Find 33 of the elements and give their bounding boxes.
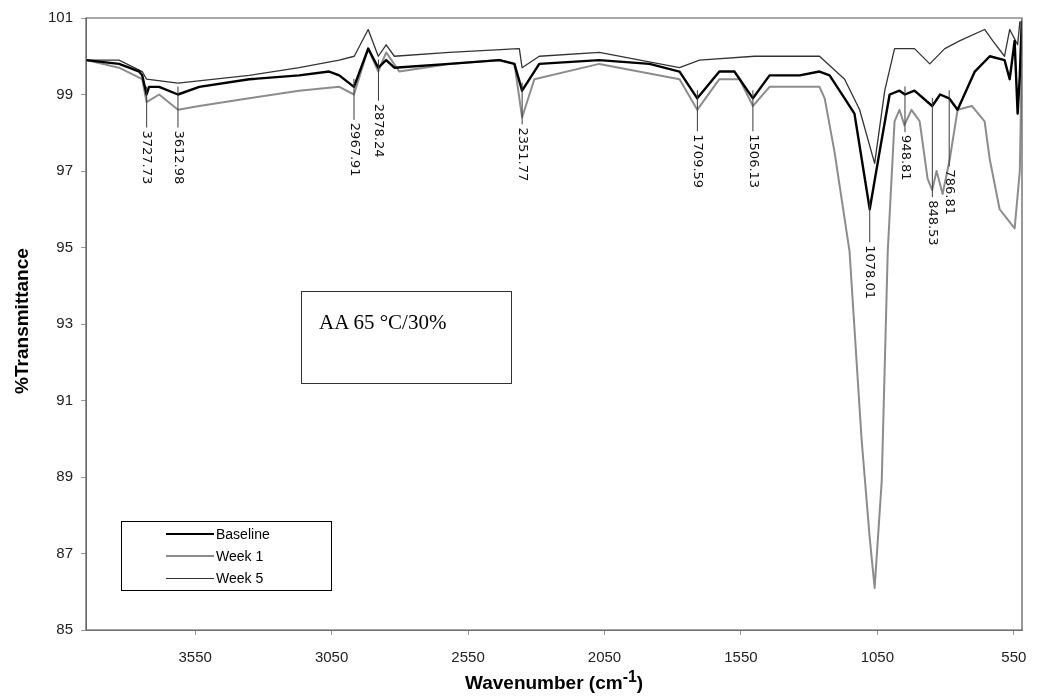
annotation: 948.81 xyxy=(898,135,914,181)
y-axis-title: %Transmittance xyxy=(11,247,33,396)
x-tick-label: 2050 xyxy=(587,648,622,666)
annotation: 1078.01 xyxy=(863,245,879,300)
x-tick-label: 3050 xyxy=(314,648,349,666)
y-tick-label: 91 xyxy=(56,390,73,408)
annotation: 2878.24 xyxy=(372,103,388,158)
y-tick-label: 87 xyxy=(56,543,73,561)
y-tick-label: 97 xyxy=(56,161,73,179)
annotation: 1506.13 xyxy=(746,134,762,189)
x-tick-label: 1550 xyxy=(724,648,758,666)
annotation: AA 65 °C/30% xyxy=(301,291,512,384)
annotation: 3727.73 xyxy=(140,130,156,185)
legend-label: Baseline xyxy=(216,526,270,542)
legend-label: Week 5 xyxy=(216,570,264,586)
x-tick-label: 3550 xyxy=(178,648,212,666)
annotation: 3612.98 xyxy=(171,130,187,185)
x-tick-label: 550 xyxy=(1001,648,1027,666)
annotation: 2351.77 xyxy=(515,127,531,182)
annotation: 1709.59 xyxy=(691,134,706,189)
annotation: 848.53 xyxy=(925,200,941,246)
y-tick-label: 89 xyxy=(56,467,73,485)
x-tick-label: 1050 xyxy=(860,648,895,666)
y-tick-label: 85 xyxy=(56,620,73,638)
x-axis-title: Wavenumber (cm$^{-1}$) xyxy=(463,668,645,695)
annotation: 786.81 xyxy=(942,169,958,216)
legend-label: Week 1 xyxy=(216,548,264,564)
y-tick-label: 93 xyxy=(56,314,73,332)
y-tick-label: 101 xyxy=(47,8,73,26)
y-tick-label: 99 xyxy=(56,84,73,102)
x-tick-label: 2550 xyxy=(451,648,485,666)
annotation: 2967.91 xyxy=(347,122,363,177)
y-tick-label: 95 xyxy=(56,237,73,255)
